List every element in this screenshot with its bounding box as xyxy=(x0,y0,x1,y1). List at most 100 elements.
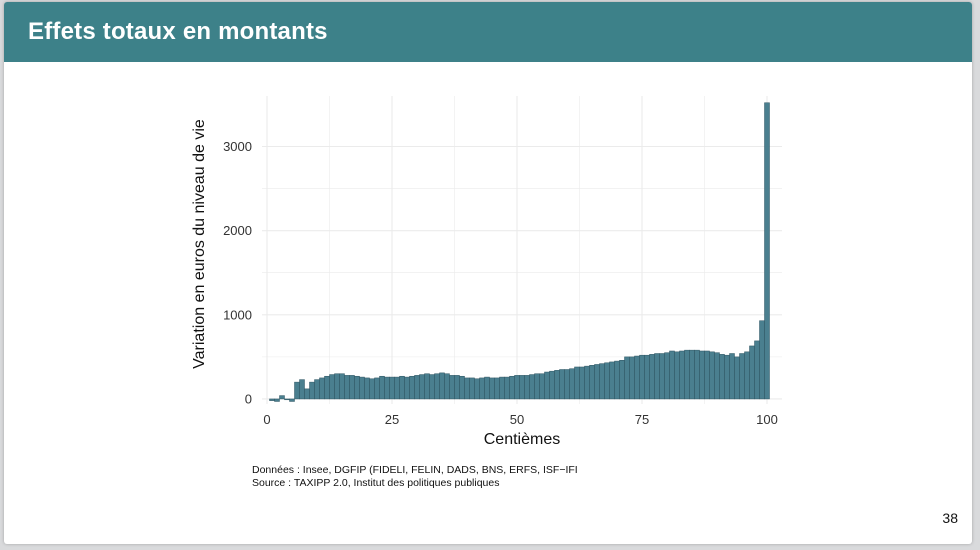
bar xyxy=(299,379,305,400)
bar xyxy=(534,373,540,400)
data-source-note: Données : Insee, DGFIP (FIDELI, FELIN, D… xyxy=(252,464,578,476)
bar xyxy=(639,354,645,400)
bar xyxy=(624,356,630,400)
bar xyxy=(469,377,475,400)
bar xyxy=(754,340,760,400)
x-tick-label: 0 xyxy=(263,412,270,427)
chart-notes: Données : Insee, DGFIP (FIDELI, FELIN, D… xyxy=(252,464,578,490)
bar xyxy=(479,377,485,400)
bar xyxy=(649,354,655,400)
bar xyxy=(744,351,750,400)
bar xyxy=(579,366,585,400)
bar xyxy=(359,376,365,400)
bar xyxy=(654,353,660,400)
x-tick-label: 50 xyxy=(510,412,524,427)
bar xyxy=(314,379,320,400)
x-axis-label: Centièmes xyxy=(484,431,560,448)
bar xyxy=(749,345,755,400)
bar xyxy=(464,377,470,400)
bar xyxy=(454,375,460,400)
bar xyxy=(644,354,650,400)
bar xyxy=(279,395,285,400)
bar xyxy=(494,377,500,400)
bar xyxy=(764,102,770,400)
bar xyxy=(629,356,635,400)
bar xyxy=(664,352,670,400)
bar xyxy=(439,372,445,400)
y-tick-label: 0 xyxy=(245,391,252,406)
slide: Effets totaux en montants 0 25 50 75 100 0 100… xyxy=(4,2,972,544)
slide-title: Effets totaux en montants xyxy=(28,18,328,45)
bar xyxy=(389,376,395,400)
bar xyxy=(364,377,370,400)
page-number: 38 xyxy=(942,510,958,526)
bar xyxy=(729,353,735,400)
bar xyxy=(294,381,300,400)
bar xyxy=(414,375,420,400)
bar xyxy=(424,373,430,400)
bar xyxy=(669,350,675,400)
bar xyxy=(319,377,325,400)
bar xyxy=(369,378,375,400)
bar xyxy=(734,356,740,400)
bar xyxy=(374,377,380,400)
bar xyxy=(514,375,520,400)
bar xyxy=(449,375,455,400)
bar xyxy=(659,353,665,400)
bar xyxy=(704,350,710,400)
bar xyxy=(599,363,605,400)
bar xyxy=(404,376,410,400)
y-tick-label: 1000 xyxy=(223,307,252,322)
bar xyxy=(699,350,705,400)
slide-header: Effets totaux en montants xyxy=(4,2,972,62)
bar xyxy=(399,375,405,400)
bar xyxy=(689,349,695,400)
bar xyxy=(289,398,295,402)
bar xyxy=(269,398,275,401)
bar xyxy=(684,349,690,400)
bar xyxy=(434,373,440,400)
bar xyxy=(324,375,330,400)
bar xyxy=(609,361,615,400)
bar xyxy=(634,355,640,400)
bar xyxy=(419,374,425,400)
bar xyxy=(309,381,315,400)
bar xyxy=(429,374,435,400)
bar xyxy=(544,371,550,400)
x-tick-label: 75 xyxy=(635,412,649,427)
bar xyxy=(459,375,465,400)
bar xyxy=(474,378,480,400)
bar xyxy=(484,376,490,400)
bar xyxy=(709,351,715,400)
bar xyxy=(584,365,590,400)
bar xyxy=(569,368,575,400)
bar xyxy=(589,365,595,400)
bar xyxy=(574,366,580,400)
bar xyxy=(284,398,290,401)
bar xyxy=(524,375,530,400)
y-axis-label: Variation en euros du niveau de vie xyxy=(191,119,208,369)
y-tick-label: 2000 xyxy=(223,223,252,238)
bar xyxy=(339,373,345,400)
bar xyxy=(274,398,280,402)
bar xyxy=(444,373,450,400)
bar xyxy=(529,374,535,400)
bar xyxy=(694,349,700,400)
bar xyxy=(549,370,555,400)
bar xyxy=(334,373,340,400)
bar xyxy=(379,375,385,400)
bar xyxy=(554,370,560,400)
bar xyxy=(619,359,625,400)
bar xyxy=(384,376,390,400)
bar xyxy=(394,376,400,400)
bar xyxy=(714,352,720,400)
bar xyxy=(674,351,680,400)
bar xyxy=(559,369,565,400)
bar xyxy=(349,375,355,400)
bars xyxy=(269,102,770,402)
bar xyxy=(724,354,730,400)
bar xyxy=(509,375,515,400)
bar xyxy=(719,354,725,400)
